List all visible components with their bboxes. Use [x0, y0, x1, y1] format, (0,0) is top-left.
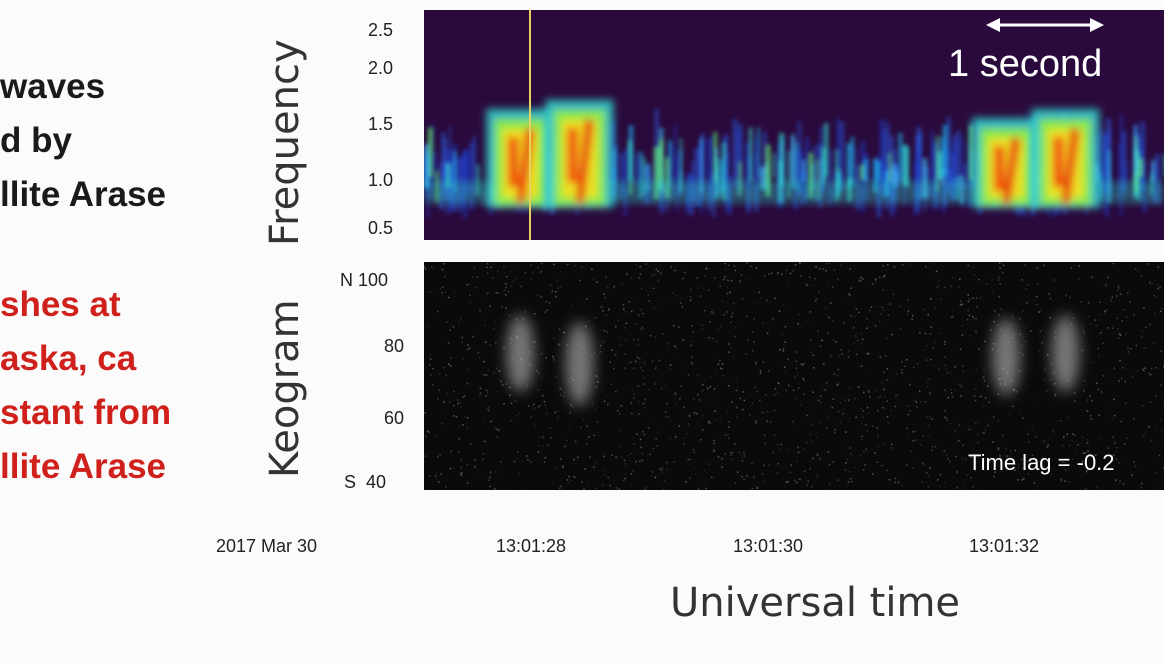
spectrogram-burst — [1031, 108, 1100, 208]
spectrogram-burst — [545, 99, 614, 208]
spectrogram-plot: 1 second — [424, 10, 1164, 240]
caption-line-3: stant from — [0, 393, 172, 432]
title-line-1: waves — [0, 67, 106, 106]
spectrogram-burst — [486, 108, 555, 208]
caption-line-1: shes at — [0, 285, 121, 324]
keogram-ylabel: Keogram — [262, 299, 308, 478]
caption-line-4: llite Arase — [0, 447, 167, 486]
title-line-3: llite Arase — [0, 175, 167, 214]
spectrogram-ylabel: Frequency — [262, 39, 308, 246]
aurora-patch — [565, 322, 594, 406]
aurora-patch — [1051, 315, 1080, 392]
xtick-label: 13:01:32 — [969, 536, 1040, 556]
spectrogram-ytick: 0.5 — [368, 218, 394, 238]
date-label: 2017 Mar 30 — [216, 536, 318, 556]
spectrogram-ytick: 2.0 — [368, 58, 394, 78]
spectrogram-ytick: 2.5 — [368, 20, 394, 40]
aurora-patch — [506, 315, 535, 392]
caption-line-2: aska, ca — [0, 339, 137, 378]
keogram-plot: Time lag = -0.2 — [424, 262, 1164, 490]
keogram-ytick: S 40 — [344, 472, 387, 492]
scale-bar-label: 1 second — [948, 43, 1102, 85]
keogram-panel: Time lag = -0.2 — [424, 262, 1164, 490]
time-lag-annotation: Time lag = -0.2 — [968, 450, 1115, 475]
xtick-label: 13:01:28 — [496, 536, 567, 556]
xtick-label: 13:01:30 — [733, 536, 804, 556]
spectrogram-panel: 1 second — [424, 10, 1164, 240]
spectrogram-ytick: 1.0 — [368, 170, 394, 190]
keogram-ytick: 60 — [384, 408, 405, 428]
keogram-noise — [424, 262, 1164, 490]
keogram-ytick: 80 — [384, 336, 405, 356]
scale-bar-arrow — [986, 18, 1104, 32]
spectrogram-burst — [972, 117, 1041, 208]
spectrogram-ytick: 1.5 — [368, 114, 394, 134]
aurora-patch — [992, 318, 1021, 396]
keogram-ytick: N 100 — [340, 270, 389, 290]
title-line-2: d by — [0, 121, 72, 160]
x-axis-label: Universal time — [670, 580, 961, 626]
